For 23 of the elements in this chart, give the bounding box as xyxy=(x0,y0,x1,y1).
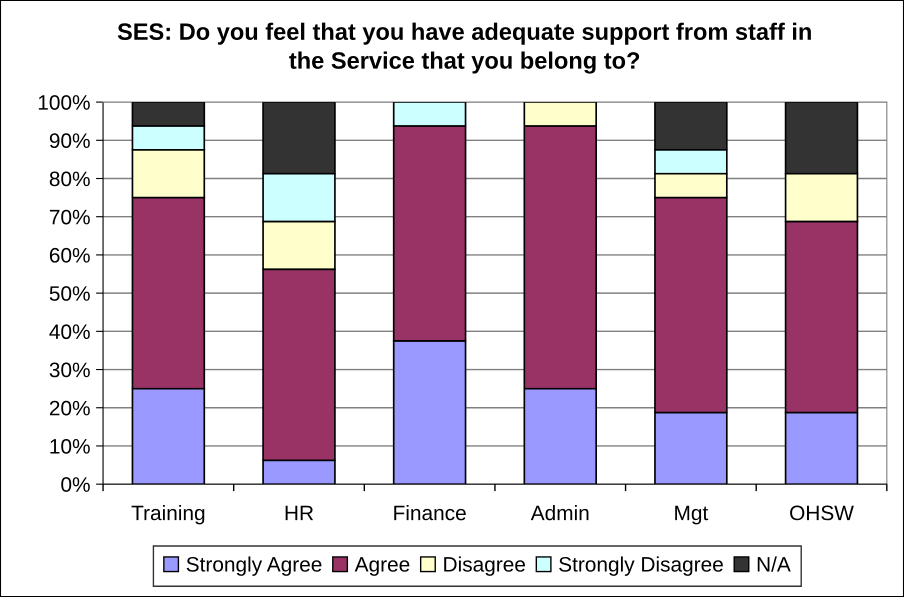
chart-title: SES: Do you feel that you have adequate support from staff in the Service that you belong to? xyxy=(118,22,811,74)
y-tick-label: 60% xyxy=(50,248,90,263)
legend-label: Disagree xyxy=(444,556,525,576)
x-tick-label: Training xyxy=(132,505,204,524)
y-tick-label: 50% xyxy=(50,286,90,301)
y-tick-label: 40% xyxy=(49,324,90,340)
x-tick-label: OHSW xyxy=(790,506,854,520)
y-tick-label: 30% xyxy=(50,362,90,378)
y-tick-label: 0% xyxy=(61,477,90,492)
x-tick-label: Mgt xyxy=(675,506,708,524)
legend-label: Strongly Disagree xyxy=(559,556,723,576)
legend-label: Strongly Agree xyxy=(186,556,322,576)
y-tick-label: 100% xyxy=(38,95,90,110)
y-tick-label: 80% xyxy=(50,172,90,186)
legend-label: N/A xyxy=(758,556,791,572)
x-tick-label: Finance xyxy=(394,505,466,520)
legend-label: Agree xyxy=(354,557,410,576)
y-tick-label: 10% xyxy=(50,438,90,454)
y-tick-label: 90% xyxy=(50,133,90,148)
y-tick-label: 70% xyxy=(50,210,90,224)
x-tick-label: HR xyxy=(286,506,314,520)
x-tick-label: Admin xyxy=(530,505,588,520)
y-tick-label: 20% xyxy=(50,400,90,416)
